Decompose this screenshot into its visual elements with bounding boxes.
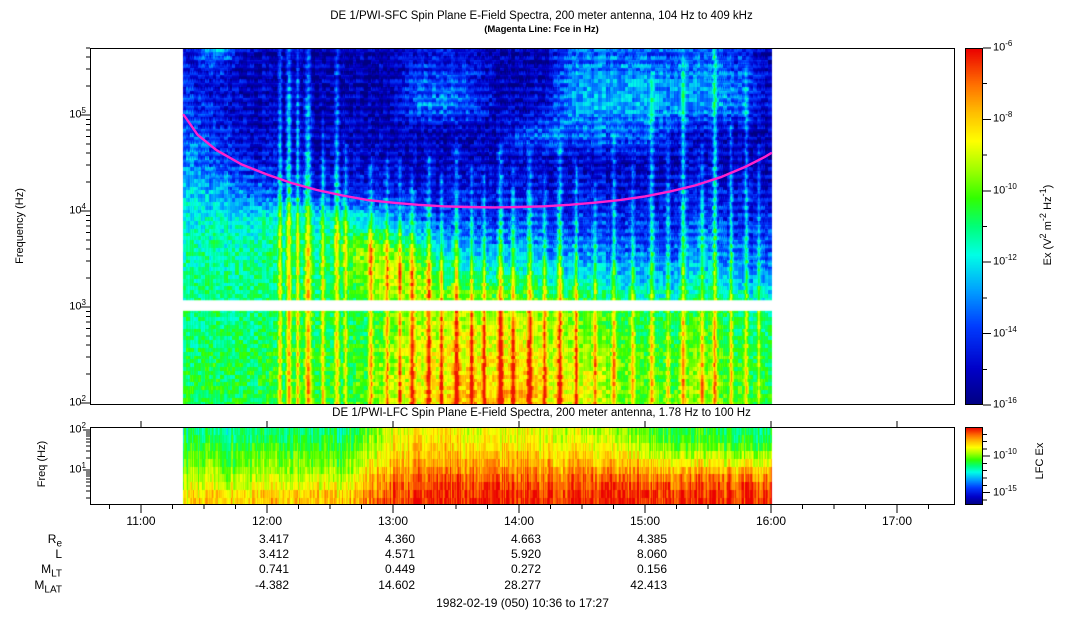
sfc-colorbar-tick-label: 10-6 bbox=[993, 39, 1013, 54]
ephemeris-value: 4.385 bbox=[636, 532, 667, 546]
sfc-y-tick-label: 105 bbox=[69, 106, 86, 121]
sfc-colorbar-tick-label: 10-10 bbox=[993, 181, 1017, 197]
x-tick-label: 13:00 bbox=[377, 514, 409, 528]
ephemeris-value: 0.156 bbox=[636, 562, 667, 576]
lfc-y-tick-label: 102 bbox=[69, 421, 86, 436]
sfc-y-axis-label: Frequency (Hz) bbox=[14, 188, 26, 264]
ephemeris-value: 4.360 bbox=[384, 532, 415, 546]
ephemeris-value: 0.272 bbox=[510, 562, 541, 576]
x-tick-label: 16:00 bbox=[755, 514, 787, 528]
ephemeris-value: 8.060 bbox=[636, 547, 667, 561]
sfc-spectrogram bbox=[90, 48, 955, 405]
ephemeris-row-label: MLT bbox=[41, 562, 62, 580]
lfc-colorbar-tick-label: 10-15 bbox=[993, 483, 1017, 499]
ephemeris-value: 42.413 bbox=[630, 578, 667, 592]
ephemeris-row-label: Re bbox=[47, 532, 62, 550]
sfc-y-tick-label: 102 bbox=[69, 394, 86, 409]
sfc-colorbar bbox=[965, 48, 983, 405]
ephemeris-value: 4.571 bbox=[384, 547, 415, 561]
x-tick-label: 15:00 bbox=[629, 514, 661, 528]
x-tick-label: 11:00 bbox=[126, 514, 156, 528]
ephemeris-value: 0.741 bbox=[258, 562, 289, 576]
x-tick-label: 14:00 bbox=[503, 514, 535, 528]
sfc-colorbar-label: Ex (V2 m-2 Hz-1) bbox=[1038, 184, 1054, 266]
ephemeris-value: 5.920 bbox=[510, 547, 541, 561]
ephemeris-value: 4.663 bbox=[510, 532, 541, 546]
sfc-subtitle: (Magenta Line: Fce in Hz) bbox=[484, 24, 599, 35]
sfc-colorbar-tick-label: 10-8 bbox=[993, 110, 1013, 126]
ephemeris-value: 3.417 bbox=[258, 532, 289, 546]
sfc-colorbar-tick-label: 10-16 bbox=[993, 396, 1017, 411]
lfc-spectrogram bbox=[90, 427, 955, 505]
sfc-title: DE 1/PWI-SFC Spin Plane E-Field Spectra,… bbox=[330, 10, 753, 22]
ephemeris-row-label: L bbox=[55, 547, 62, 561]
lfc-y-tick-label: 101 bbox=[69, 461, 86, 476]
x-tick-label: 17:00 bbox=[881, 514, 913, 528]
ephemeris-value: -4.382 bbox=[254, 578, 289, 592]
sfc-y-tick-label: 103 bbox=[69, 298, 86, 313]
lfc-title: DE 1/PWI-LFC Spin Plane E-Field Spectra,… bbox=[332, 407, 751, 419]
ephemeris-row-label: MLAT bbox=[34, 578, 62, 596]
lfc-colorbar-tick-label: 10-10 bbox=[993, 447, 1017, 462]
lfc-colorbar bbox=[965, 427, 983, 505]
ephemeris-value: 28.277 bbox=[504, 578, 541, 592]
lfc-colorbar-label: LFC Ex bbox=[1034, 442, 1046, 480]
sfc-colorbar-tick-label: 10-12 bbox=[993, 253, 1017, 268]
footer-date: 1982-02-19 (050) 10:36 to 17:27 bbox=[436, 596, 609, 610]
x-tick-label: 12:00 bbox=[251, 514, 283, 528]
sfc-colorbar-tick-label: 10-14 bbox=[993, 324, 1017, 340]
ephemeris-value: 3.412 bbox=[258, 547, 289, 561]
ephemeris-value: 14.602 bbox=[378, 578, 415, 592]
ephemeris-value: 0.449 bbox=[384, 562, 415, 576]
sfc-y-tick-label: 104 bbox=[69, 202, 86, 217]
